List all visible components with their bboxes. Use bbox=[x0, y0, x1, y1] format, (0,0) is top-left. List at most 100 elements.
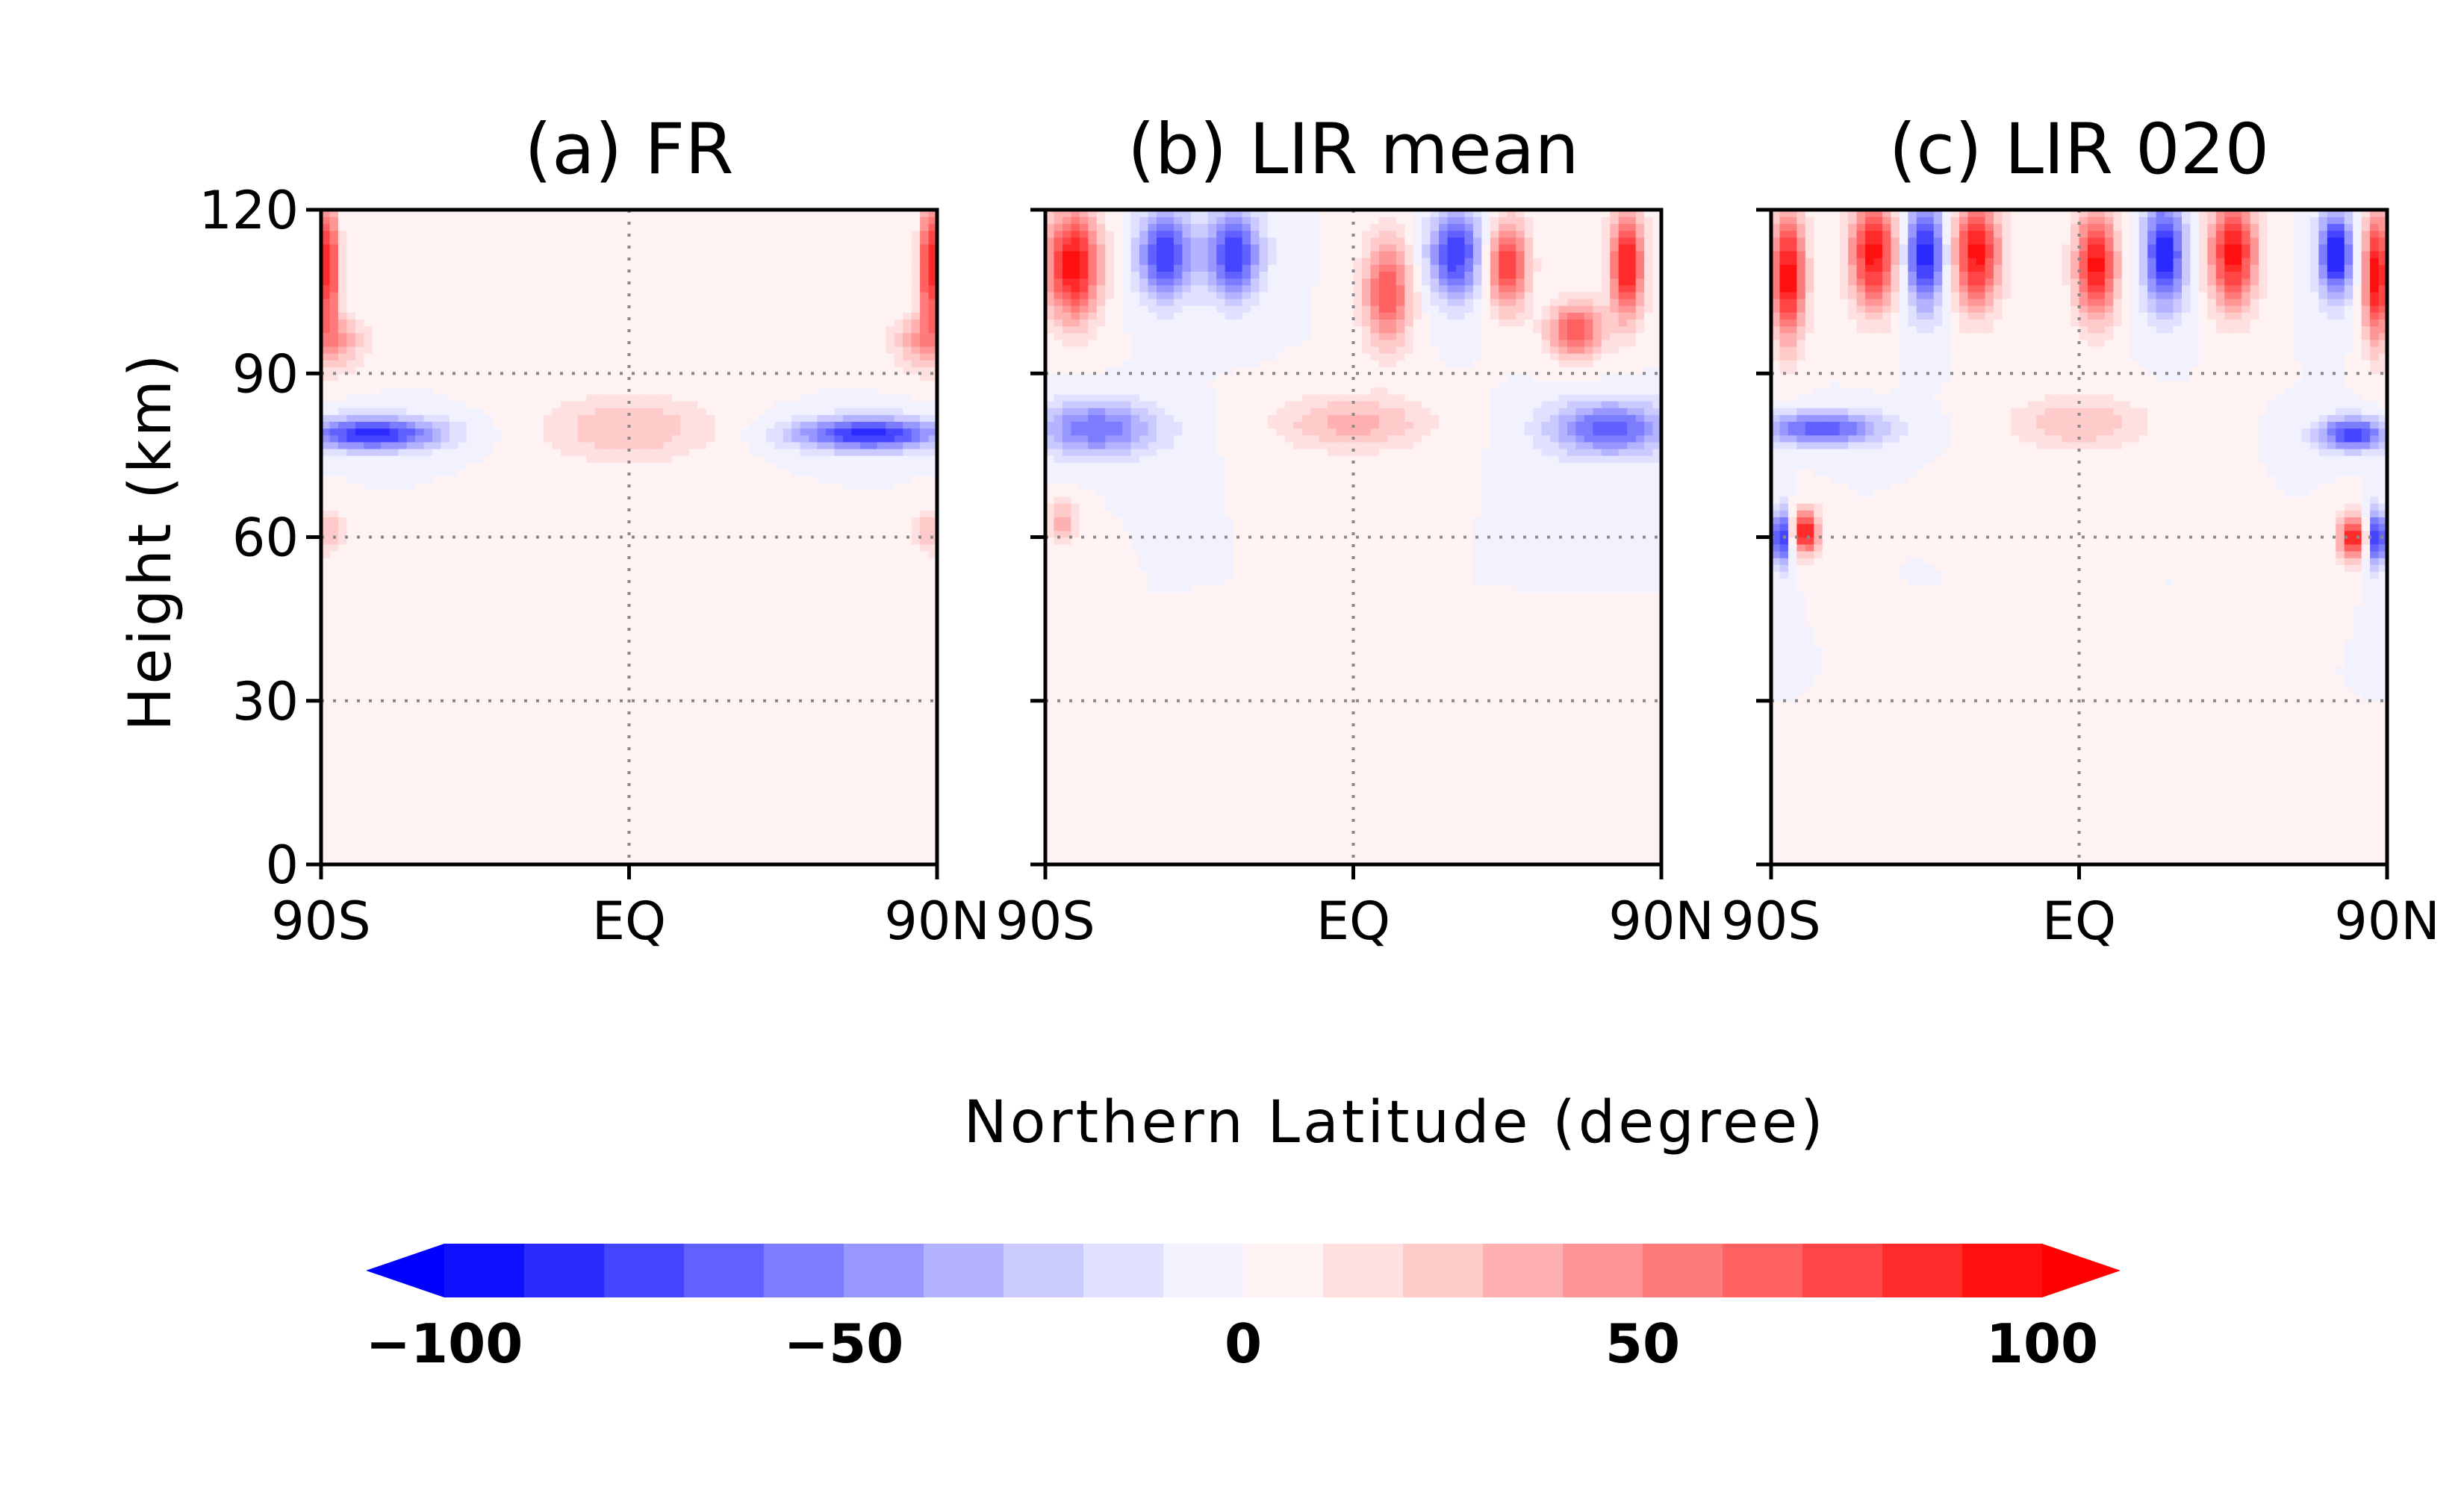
heatmap-cell bbox=[595, 408, 604, 415]
heatmap-cell bbox=[603, 428, 612, 435]
heatmap-cell bbox=[697, 455, 706, 463]
heatmap-cell bbox=[877, 837, 886, 844]
heatmap-cell bbox=[818, 394, 827, 402]
heatmap-cell bbox=[886, 728, 895, 735]
heatmap-cell bbox=[689, 551, 698, 558]
heatmap-cell bbox=[766, 449, 775, 456]
heatmap-cell bbox=[329, 646, 338, 654]
heatmap-cell bbox=[492, 851, 501, 858]
heatmap-cell bbox=[706, 401, 715, 408]
heatmap-cell bbox=[346, 776, 355, 783]
heatmap-cell bbox=[552, 694, 561, 702]
heatmap-cell bbox=[774, 442, 783, 449]
heatmap-cell bbox=[835, 434, 844, 442]
heatmap-cell bbox=[381, 851, 390, 858]
heatmap-cell bbox=[766, 769, 775, 776]
heatmap-cell bbox=[706, 701, 715, 708]
heatmap-cell bbox=[603, 503, 612, 511]
heatmap-cell bbox=[920, 462, 929, 470]
heatmap-cell bbox=[407, 749, 416, 756]
heatmap-cell bbox=[449, 810, 458, 817]
heatmap-cell bbox=[526, 851, 535, 858]
heatmap-cell bbox=[912, 619, 921, 626]
heatmap-cell bbox=[390, 482, 399, 490]
heatmap-cell bbox=[749, 714, 758, 722]
heatmap-cell bbox=[544, 401, 553, 408]
heatmap-cell bbox=[346, 599, 355, 606]
heatmap-cell bbox=[791, 462, 800, 470]
heatmap-cell bbox=[390, 619, 399, 626]
heatmap-cell bbox=[501, 640, 510, 647]
heatmap-cell bbox=[526, 476, 535, 483]
heatmap-cell bbox=[663, 585, 672, 592]
heatmap-cell bbox=[766, 687, 775, 694]
heatmap-cell bbox=[415, 599, 424, 606]
heatmap-cell bbox=[595, 797, 604, 804]
heatmap-cell bbox=[458, 687, 467, 694]
heatmap-cell bbox=[364, 421, 373, 428]
heatmap-cell bbox=[526, 530, 535, 537]
heatmap-cell bbox=[689, 599, 698, 606]
heatmap-cell bbox=[329, 708, 338, 715]
heatmap-cell bbox=[689, 660, 698, 667]
heatmap-cell bbox=[655, 482, 664, 490]
heatmap-cell bbox=[449, 687, 458, 694]
heatmap-cell bbox=[886, 490, 895, 497]
heatmap-cell bbox=[835, 482, 844, 490]
heatmap-cell bbox=[663, 790, 672, 797]
heatmap-cell bbox=[749, 776, 758, 783]
heatmap-cell bbox=[655, 592, 664, 599]
heatmap-cell bbox=[680, 455, 689, 463]
heatmap-cell bbox=[484, 551, 493, 558]
heatmap-cell bbox=[680, 462, 689, 470]
heatmap-cell bbox=[544, 496, 553, 504]
heatmap-cell bbox=[346, 442, 355, 449]
heatmap-cell bbox=[407, 830, 416, 838]
heatmap-cell bbox=[646, 428, 655, 435]
heatmap-cell bbox=[732, 714, 741, 722]
heatmap-cell bbox=[544, 599, 553, 606]
heatmap-cell bbox=[706, 769, 715, 776]
heatmap-cell bbox=[355, 387, 364, 395]
heatmap-cell bbox=[355, 592, 364, 599]
heatmap-cell bbox=[774, 844, 783, 852]
heatmap-cell bbox=[638, 551, 647, 558]
heatmap-cell bbox=[774, 660, 783, 667]
heatmap-cell bbox=[749, 721, 758, 729]
heatmap-cell bbox=[800, 653, 809, 661]
heatmap-cell bbox=[381, 803, 390, 811]
heatmap-cell bbox=[809, 599, 818, 606]
heatmap-cell bbox=[740, 797, 749, 804]
heatmap-cell bbox=[818, 660, 827, 667]
heatmap-cell bbox=[835, 660, 844, 667]
heatmap-cell bbox=[346, 434, 355, 442]
heatmap-cell bbox=[492, 585, 501, 592]
heatmap-cell bbox=[809, 680, 818, 688]
heatmap-cell bbox=[774, 810, 783, 817]
heatmap-cell bbox=[526, 728, 535, 735]
heatmap-cell bbox=[851, 490, 860, 497]
heatmap-cell bbox=[766, 762, 775, 770]
heatmap-cell bbox=[851, 462, 860, 470]
heatmap-cell bbox=[638, 776, 647, 783]
heatmap-cell bbox=[715, 721, 724, 729]
heatmap-cell bbox=[612, 421, 621, 428]
heatmap-cell bbox=[809, 735, 818, 742]
heatmap-cell bbox=[868, 673, 877, 681]
heatmap-cell bbox=[672, 667, 681, 674]
heatmap-cell bbox=[697, 401, 706, 408]
heatmap-cell bbox=[432, 612, 441, 620]
heatmap-cell bbox=[407, 619, 416, 626]
heatmap-cell bbox=[526, 742, 535, 749]
heatmap-cell bbox=[449, 496, 458, 504]
heatmap-cell bbox=[868, 612, 877, 620]
heatmap-cell bbox=[638, 469, 647, 476]
heatmap-cell bbox=[373, 599, 382, 606]
heatmap-cell bbox=[578, 728, 587, 735]
heatmap-cell bbox=[509, 462, 518, 470]
heatmap-cell bbox=[740, 592, 749, 599]
heatmap-cell bbox=[689, 790, 698, 797]
heatmap-cell bbox=[912, 735, 921, 742]
heatmap-cell bbox=[886, 646, 895, 654]
heatmap-cell bbox=[561, 653, 570, 661]
